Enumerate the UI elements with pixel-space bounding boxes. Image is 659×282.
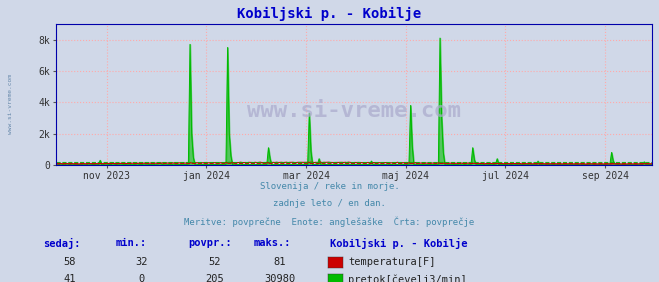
Text: temperatura[F]: temperatura[F] [348,257,436,267]
Text: 32: 32 [136,257,148,267]
Text: maks.:: maks.: [254,238,291,248]
Text: www.si-vreme.com: www.si-vreme.com [8,74,13,134]
Text: www.si-vreme.com: www.si-vreme.com [247,102,461,121]
Text: min.:: min.: [115,238,146,248]
Text: Kobiljski p. - Kobilje: Kobiljski p. - Kobilje [237,7,422,21]
Text: Meritve: povprečne  Enote: anglešaške  Črta: povprečje: Meritve: povprečne Enote: anglešaške Črt… [185,217,474,227]
Text: 41: 41 [63,274,75,282]
Text: Kobiljski p. - Kobilje: Kobiljski p. - Kobilje [330,238,467,249]
Text: sedaj:: sedaj: [43,238,80,249]
Text: 30980: 30980 [264,274,296,282]
Text: 58: 58 [63,257,75,267]
Text: 205: 205 [205,274,223,282]
Text: 81: 81 [274,257,286,267]
Text: povpr.:: povpr.: [188,238,231,248]
Text: zadnje leto / en dan.: zadnje leto / en dan. [273,199,386,208]
Text: 52: 52 [208,257,220,267]
Text: pretok[čevelj3/min]: pretok[čevelj3/min] [348,274,467,282]
Text: Slovenija / reke in morje.: Slovenija / reke in morje. [260,182,399,191]
Text: 0: 0 [138,274,145,282]
